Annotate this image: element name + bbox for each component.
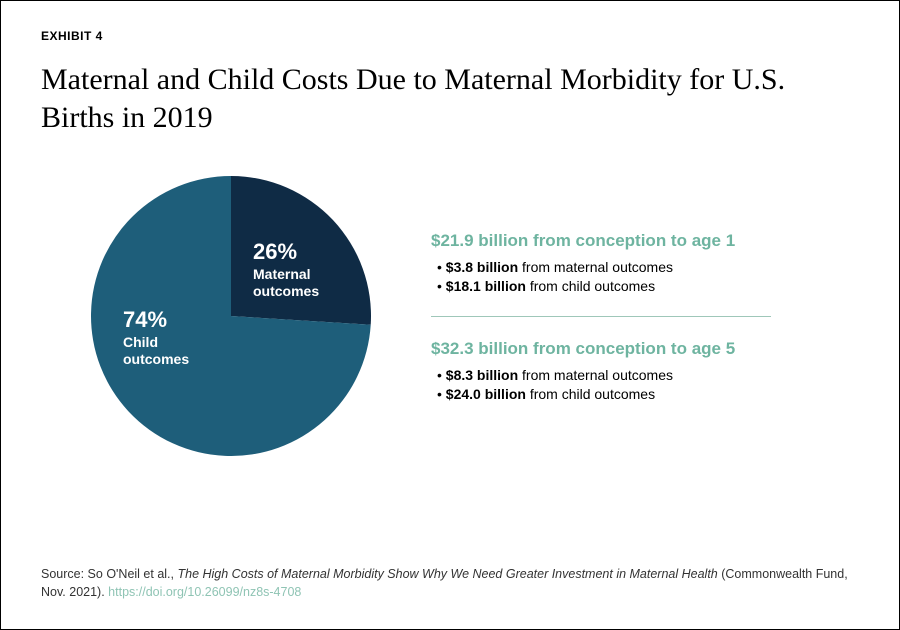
pie-chart: 26%Maternaloutcomes 74%Childoutcomes [91,176,371,456]
detail-block: $32.3 billion from conception to age 5 $… [431,339,859,402]
pie-slice-label: 26%Maternaloutcomes [253,238,319,301]
doi-link[interactable]: https://doi.org/10.26099/nz8s-4708 [108,585,301,599]
exhibit-container: EXHIBIT 4 Maternal and Child Costs Due t… [1,1,899,629]
detail-divider [431,316,771,317]
detail-headline: $32.3 billion from conception to age 5 [431,339,859,359]
source-title: The High Costs of Maternal Morbidity Sho… [177,567,717,581]
detail-bullet: $18.1 billion from child outcomes [437,278,859,294]
main-row: 26%Maternaloutcomes 74%Childoutcomes $21.… [41,176,859,456]
exhibit-label: EXHIBIT 4 [41,29,859,43]
source-prefix: Source: So O'Neil et al., [41,567,177,581]
source-citation: Source: So O'Neil et al., The High Costs… [41,565,859,601]
detail-bullet: $3.8 billion from maternal outcomes [437,259,859,275]
detail-headline: $21.9 billion from conception to age 1 [431,231,859,251]
detail-bullet: $24.0 billion from child outcomes [437,386,859,402]
pie-slice-label: 74%Childoutcomes [123,306,189,369]
chart-title: Maternal and Child Costs Due to Maternal… [41,61,821,136]
details-panel: $21.9 billion from conception to age 1 $… [431,213,859,420]
detail-bullet: $8.3 billion from maternal outcomes [437,367,859,383]
detail-block: $21.9 billion from conception to age 1 $… [431,231,859,294]
